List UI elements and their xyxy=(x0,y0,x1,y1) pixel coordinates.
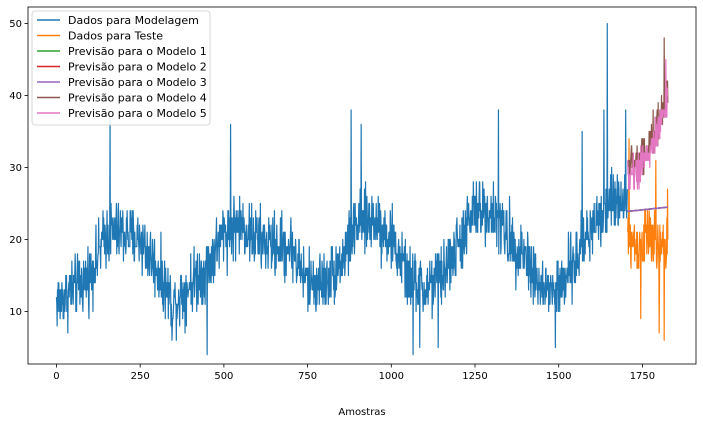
x-tick-label: 0 xyxy=(53,371,59,382)
legend-label: Dados para Teste xyxy=(68,30,163,43)
x-tick-label: 250 xyxy=(131,371,150,382)
x-tick-label: 1000 xyxy=(379,371,404,382)
x-axis: 0 250 500 750 1000 1250 1500 1750 xyxy=(53,364,655,382)
y-tick-label: 10 xyxy=(9,307,22,318)
plot-area xyxy=(55,22,669,356)
series-line-1 xyxy=(55,22,628,356)
x-tick-label: 1500 xyxy=(546,371,571,382)
legend-label: Previsão para o Modelo 5 xyxy=(68,107,207,120)
x-tick-label: 750 xyxy=(298,371,317,382)
legend-label: Previsão para o Modelo 2 xyxy=(68,61,207,74)
y-axis: 10 20 30 40 50 xyxy=(9,19,28,318)
x-tick-label: 500 xyxy=(214,371,233,382)
legend-box xyxy=(31,10,211,126)
legend-label: Dados para Modelagem xyxy=(68,14,199,27)
plot-frame xyxy=(27,6,697,365)
legend-label: Previsão para o Modelo 4 xyxy=(68,92,207,105)
x-tick-label: 1750 xyxy=(630,371,655,382)
y-tick-label: 40 xyxy=(9,91,22,102)
legend-label: Previsão para o Modelo 3 xyxy=(68,76,207,89)
y-tick-label: 30 xyxy=(9,163,22,174)
series-line-2 xyxy=(627,138,669,341)
y-tick-label: 20 xyxy=(9,235,22,246)
y-tick-label: 50 xyxy=(9,19,22,30)
x-axis-label: Amostras xyxy=(338,407,385,418)
legend: Dados para Modelagem Dados para Teste Prev… xyxy=(31,10,211,126)
series-line-7 xyxy=(627,58,669,190)
legend-label: Previsão para o Modelo 1 xyxy=(68,45,207,58)
series-line-5 xyxy=(627,206,668,213)
x-tick-label: 1250 xyxy=(462,371,487,382)
